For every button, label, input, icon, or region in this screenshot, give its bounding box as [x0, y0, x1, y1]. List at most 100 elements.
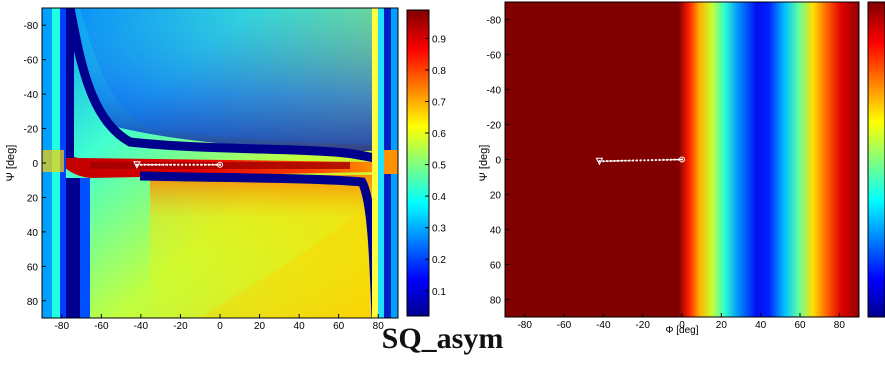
left-path-point	[162, 163, 165, 166]
right-path-point	[639, 159, 642, 162]
left-heatmap-panel: -80 -60 -40 -20 0 20 40 60 80 -80 -60 -40 -20 0 20 40 60…	[5, 7, 446, 332]
right-y-tick-label: 60	[490, 261, 502, 272]
right-path-point	[654, 158, 657, 162]
left-x-tick-label: -60	[94, 321, 109, 332]
left-path-point	[143, 163, 146, 166]
right-y-axis-label: Ψ [deg]	[478, 145, 490, 182]
right-path-point	[632, 159, 635, 162]
left-path-point	[211, 163, 214, 166]
right-x-tick-label: 20	[716, 320, 728, 331]
right-trajectory-path	[595, 156, 685, 166]
left-path-point	[166, 163, 169, 166]
left-x-tick-label: 60	[333, 321, 345, 332]
right-path-point	[620, 159, 624, 162]
right-path-point	[609, 159, 612, 163]
right-path-point	[624, 159, 627, 162]
right-path-point	[650, 159, 654, 162]
left-path-point	[154, 163, 157, 166]
right-x-tick-label: 40	[755, 320, 767, 331]
colorbar-tick-label: 0.7	[432, 97, 446, 108]
left-x-tick-label: 40	[294, 321, 306, 332]
left-x-tick-label: 80	[373, 321, 385, 332]
right-path-point	[643, 159, 646, 162]
right-path-point	[635, 159, 639, 162]
right-x-tick-label: -80	[517, 320, 532, 331]
right-path-point	[647, 159, 650, 162]
left-path-point	[207, 163, 210, 166]
right-y-tick-label: -40	[487, 86, 502, 97]
right-path-point	[617, 159, 620, 162]
right-x-tick-label: 0	[679, 320, 685, 331]
right-x-tick-label: 60	[794, 320, 806, 331]
left-y-tick-label: 40	[27, 228, 39, 239]
right-y-tick-label: -60	[487, 51, 502, 62]
left-trajectory-path	[133, 161, 223, 169]
left-x-tick-label: -40	[134, 321, 149, 332]
left-colorbar-ticks: 0.9 0.8 0.7 0.6 0.5 0.4 0.3 0.2 0.1	[425, 34, 446, 298]
left-colorbar	[406, 9, 430, 317]
right-path-point	[605, 159, 609, 163]
colorbar-tick-label: 0.9	[432, 34, 446, 45]
right-path-point	[673, 158, 676, 161]
colorbar-tick-label: 0.3	[432, 224, 446, 235]
colorbar-tick-label: 0.4	[432, 192, 446, 203]
right-path-point	[598, 160, 601, 163]
left-path-point	[203, 163, 206, 166]
left-axes: -80 -60 -40 -20 0 20 40 60 80 -80 -60 -40 -20 0 20 40 60…	[24, 21, 385, 332]
left-y-tick-label: -60	[24, 56, 39, 67]
right-path-point	[602, 160, 605, 163]
left-path-point	[147, 163, 150, 166]
right-path-point	[669, 158, 672, 161]
figure-caption: SQ_asym	[381, 322, 504, 355]
right-path-point	[680, 158, 684, 161]
right-y-tick-label: 20	[490, 191, 502, 202]
right-colorbar	[867, 1, 885, 318]
left-y-tick-label: 60	[27, 262, 39, 273]
right-y-tick-label: -20	[487, 121, 502, 132]
right-x-tick-label: 80	[834, 320, 846, 331]
left-path-point	[150, 163, 154, 166]
left-x-tick-label: -80	[55, 321, 70, 332]
right-y-tick-label: -80	[487, 16, 502, 27]
left-path-point	[215, 163, 218, 166]
left-x-tick-label: 20	[254, 321, 266, 332]
left-path-start-marker	[133, 161, 141, 169]
left-path-point	[158, 163, 161, 166]
colorbar-tick-label: 0.5	[432, 161, 446, 172]
left-path-point	[218, 163, 222, 166]
left-path-point	[173, 163, 176, 166]
left-path-end-marker	[217, 161, 223, 168]
right-path-point	[665, 158, 669, 161]
right-x-axis-label: Φ [deg]	[666, 325, 699, 336]
left-y-tick-label: 20	[27, 193, 39, 204]
colorbar-tick-label: 0.1	[432, 287, 446, 298]
left-y-axis-label: Ψ [deg]	[5, 145, 17, 182]
right-path-end-marker	[679, 156, 685, 163]
left-path-point	[200, 163, 203, 166]
left-path-point	[169, 163, 173, 166]
left-heatmap-field	[42, 8, 398, 318]
colorbar-tick-label: 0.2	[432, 255, 446, 266]
left-y-tick-label: -80	[24, 21, 39, 32]
left-path-point	[188, 163, 191, 166]
left-path-point	[135, 163, 139, 166]
left-x-tick-label: -20	[173, 321, 188, 332]
right-path-point	[613, 159, 616, 163]
left-y-tick-label: 0	[32, 159, 38, 170]
right-y-tick-label: 0	[495, 156, 501, 167]
right-x-tick-label: -60	[557, 320, 572, 331]
right-path-point	[677, 158, 680, 161]
left-y-tick-label: -20	[24, 125, 39, 136]
colorbar-tick-label: 0.8	[432, 66, 446, 77]
right-path-point	[658, 158, 661, 162]
right-heatmap-panel: -80 -60 -40 -20 0 20 40 60 80 -80 -60 -40 -20 0 20 40 60…	[478, 1, 885, 336]
left-path-point	[139, 163, 142, 166]
left-path-point	[196, 163, 199, 166]
right-path-point	[662, 158, 665, 161]
right-path-start-marker	[595, 157, 604, 166]
right-y-tick-label: 40	[490, 226, 502, 237]
left-path-point	[192, 163, 195, 166]
right-x-tick-label: -40	[596, 320, 611, 331]
colorbar-tick-label: 0.6	[432, 129, 446, 140]
